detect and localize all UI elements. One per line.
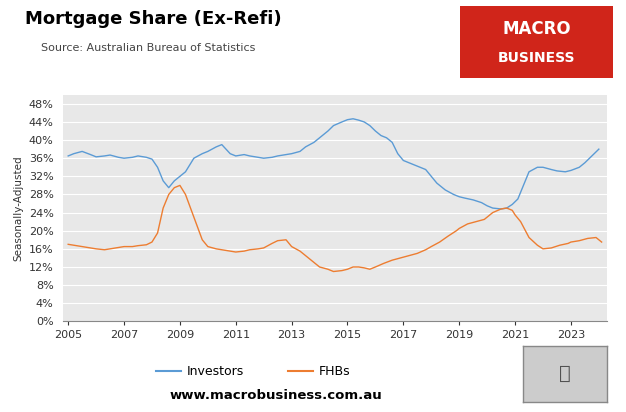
- Investors: [218, 142, 225, 147]
- Legend: Investors, FHBs: Investors, FHBs: [151, 360, 356, 383]
- FHBs: [598, 240, 605, 245]
- FHBs: [380, 261, 387, 266]
- FHBs: [282, 237, 290, 242]
- Text: 🦊: 🦊: [559, 364, 571, 384]
- Line: Investors: Investors: [68, 119, 599, 209]
- FHBs: [288, 244, 295, 249]
- Text: BUSINESS: BUSINESS: [498, 51, 575, 65]
- Investors: [483, 204, 491, 208]
- FHBs: [330, 269, 337, 274]
- FHBs: [212, 246, 220, 251]
- Text: MACRO: MACRO: [503, 20, 571, 38]
- Investors: [212, 145, 220, 150]
- FHBs: [64, 242, 72, 247]
- Text: Mortgage Share (Ex-Refi): Mortgage Share (Ex-Refi): [25, 10, 282, 28]
- Investors: [64, 154, 72, 159]
- Investors: [190, 156, 198, 161]
- Text: Source: Australian Bureau of Statistics: Source: Australian Bureau of Statistics: [41, 43, 255, 53]
- Y-axis label: Seasonally-Adjusted: Seasonally-Adjusted: [13, 155, 23, 261]
- Investors: [595, 147, 603, 152]
- Line: FHBs: FHBs: [68, 185, 602, 272]
- Investors: [497, 206, 505, 211]
- Investors: [503, 206, 510, 211]
- Investors: [324, 129, 332, 133]
- FHBs: [176, 183, 183, 188]
- FHBs: [472, 219, 480, 224]
- FHBs: [198, 237, 206, 242]
- Text: www.macrobusiness.com.au: www.macrobusiness.com.au: [169, 389, 382, 402]
- Investors: [349, 116, 357, 121]
